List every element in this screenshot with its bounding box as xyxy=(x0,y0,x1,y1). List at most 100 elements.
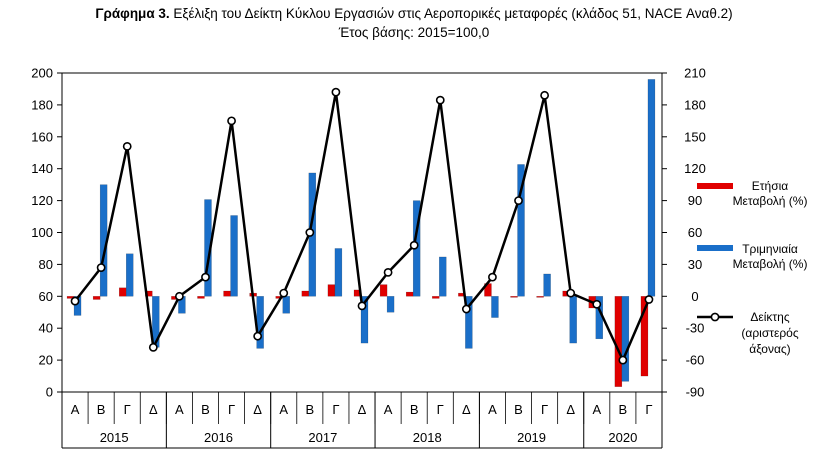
legend-swatch-annual xyxy=(697,183,733,189)
bar-quarterly-change xyxy=(465,296,473,349)
legend-label-index-1: Δείκτης xyxy=(750,310,789,324)
legend-label-annual-1: Ετήσια xyxy=(752,179,788,193)
category-label: Γ xyxy=(332,402,339,417)
right-tick-label: 210 xyxy=(684,66,706,81)
category-label: Γ xyxy=(541,402,548,417)
category-label: Γ xyxy=(228,402,235,417)
year-label: 2018 xyxy=(413,430,442,445)
right-tick-label: 30 xyxy=(688,257,702,272)
index-point xyxy=(174,291,184,301)
chart-frame xyxy=(61,72,663,449)
bar-quarterly-change xyxy=(621,296,630,382)
bar-annual-change xyxy=(197,296,205,299)
index-point xyxy=(96,263,106,272)
index-point xyxy=(122,141,132,151)
index-point xyxy=(461,304,471,314)
right-axis-ticks: -90 -60 -30 0 30 60 90 120 150 180 210 xyxy=(662,66,706,400)
category-label: Β xyxy=(619,402,628,417)
bar-annual-change xyxy=(223,290,231,297)
bar-quarterly-change xyxy=(334,248,343,297)
bar-quarterly-change xyxy=(569,296,577,344)
category-label: Β xyxy=(514,402,523,417)
category-label: Α xyxy=(175,402,184,417)
category-label: Δ xyxy=(358,402,367,417)
left-tick-label: 120 xyxy=(31,193,53,208)
category-label: Α xyxy=(488,402,497,417)
index-point xyxy=(383,267,393,277)
chart-title-main: Εξέλιξη του Δείκτη Κύκλου Εργασιών στις … xyxy=(169,6,733,21)
left-tick-label: 80 xyxy=(39,257,53,272)
bar-annual-change xyxy=(510,296,518,298)
bar-annual-change xyxy=(432,296,440,299)
legend: Ετήσια Μεταβολή (%) Τριμηνιαία Μεταβολή … xyxy=(697,179,807,356)
index-point xyxy=(435,95,445,105)
left-tick-label: 0 xyxy=(46,385,53,400)
index-point xyxy=(514,196,523,205)
right-tick-label: 0 xyxy=(691,289,698,304)
category-label: Γ xyxy=(437,402,444,417)
bar-annual-change xyxy=(301,290,310,297)
right-tick-label: -90 xyxy=(686,385,705,400)
index-point xyxy=(592,299,602,309)
bar-quarterly-change xyxy=(230,215,238,297)
category-label: Γ xyxy=(645,402,652,417)
chart-title-prefix: Γράφημα 3. xyxy=(95,6,170,21)
right-tick-label: 180 xyxy=(684,97,706,112)
legend-swatch-index-marker xyxy=(710,312,720,322)
chart-title-block: Γράφημα 3. Εξέλιξη του Δείκτη Κύκλου Εργ… xyxy=(0,4,828,42)
bar-quarterly-change xyxy=(386,296,395,313)
index-point xyxy=(305,228,315,237)
chart-title: Γράφημα 3. Εξέλιξη του Δείκτη Κύκλου Εργ… xyxy=(0,4,828,23)
category-label: Β xyxy=(97,402,106,417)
category-label: Δ xyxy=(149,402,158,417)
year-labels: 2015 2016 2017 2018 2019 2020 xyxy=(100,392,637,448)
chart-subtitle: Έτος βάσης: 2015=100,0 xyxy=(338,25,490,40)
right-tick-label: 90 xyxy=(688,193,702,208)
left-tick-label: 200 xyxy=(31,66,53,81)
bars-group xyxy=(66,79,656,387)
category-label: Δ xyxy=(253,402,262,417)
bar-annual-change xyxy=(640,296,649,377)
index-point xyxy=(540,90,550,100)
index-line-group xyxy=(70,87,654,365)
category-label: Δ xyxy=(462,402,471,417)
legend-label-quarterly-2: Μεταβολή (%) xyxy=(733,257,808,271)
bar-quarterly-change xyxy=(126,253,134,297)
year-label: 2017 xyxy=(308,430,337,445)
bar-quarterly-change xyxy=(439,256,447,297)
left-tick-label: 40 xyxy=(39,321,53,336)
index-point xyxy=(227,116,236,126)
left-axis-ticks: 0 20 40 60 80 100 120 140 160 180 200 xyxy=(31,66,62,400)
left-tick-label: 180 xyxy=(31,97,53,112)
category-label: Α xyxy=(71,402,80,417)
index-point xyxy=(357,301,367,311)
bar-annual-change xyxy=(379,284,388,297)
left-tick-label: 20 xyxy=(39,353,53,368)
index-point xyxy=(148,342,158,352)
category-label: Δ xyxy=(566,402,575,417)
bar-quarterly-change xyxy=(517,164,525,297)
index-point xyxy=(618,355,628,365)
right-tick-label: 120 xyxy=(684,161,706,176)
index-point xyxy=(409,240,419,250)
index-point xyxy=(644,295,654,304)
year-label: 2020 xyxy=(608,430,637,445)
bar-quarterly-change xyxy=(543,273,551,297)
bar-annual-change xyxy=(92,296,101,300)
category-label: Γ xyxy=(124,402,131,417)
right-tick-label: -30 xyxy=(686,321,705,336)
bar-quarterly-change xyxy=(256,296,264,349)
legend-swatch-quarterly xyxy=(697,245,733,251)
index-point xyxy=(279,288,289,298)
category-label: Α xyxy=(384,402,393,417)
bar-annual-change xyxy=(119,287,127,297)
right-tick-label: -60 xyxy=(686,353,705,368)
year-label: 2016 xyxy=(204,430,233,445)
category-label: Α xyxy=(592,402,601,417)
year-label: 2015 xyxy=(100,430,129,445)
category-label: Α xyxy=(279,402,288,417)
bar-quarterly-change xyxy=(282,296,290,314)
bar-annual-change xyxy=(405,291,414,297)
